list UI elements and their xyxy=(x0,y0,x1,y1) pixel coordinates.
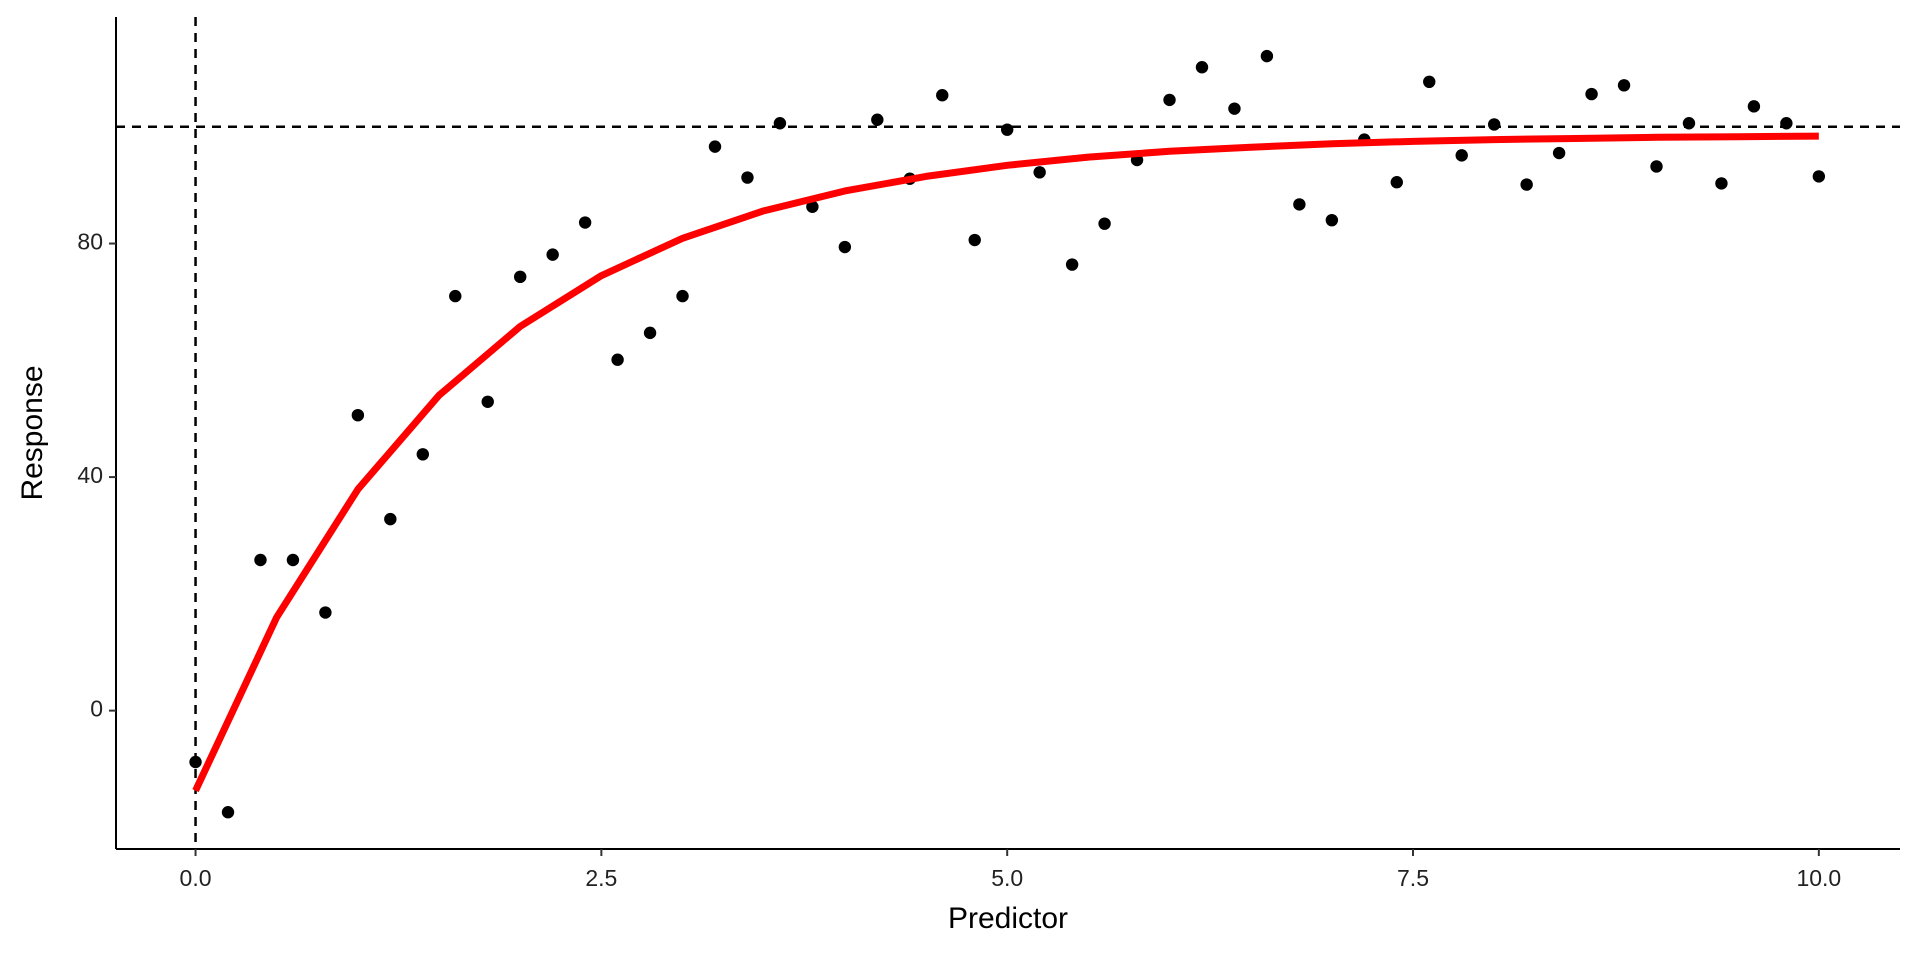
point xyxy=(1000,123,1014,136)
point xyxy=(254,553,267,567)
point xyxy=(1682,117,1696,130)
point xyxy=(806,200,819,213)
point xyxy=(1585,87,1598,101)
x-tick-label: 2.5 xyxy=(585,865,617,891)
point xyxy=(1423,75,1436,89)
point xyxy=(514,270,527,284)
point xyxy=(1715,177,1728,190)
point xyxy=(1552,146,1566,160)
point xyxy=(1650,160,1663,173)
x-tick-label: 10.0 xyxy=(1796,865,1841,891)
point xyxy=(1260,49,1274,63)
y-tick-label: 80 xyxy=(77,229,103,255)
x-tick-label: 7.5 xyxy=(1397,865,1429,891)
point xyxy=(416,448,430,461)
y-tick-label: 0 xyxy=(90,696,103,722)
point xyxy=(773,117,787,130)
x-axis-title: Predictor xyxy=(948,902,1068,935)
fit-line xyxy=(192,132,1819,793)
point xyxy=(936,89,949,102)
point xyxy=(1065,258,1079,271)
point xyxy=(708,140,722,153)
point xyxy=(1780,117,1793,130)
point xyxy=(384,512,397,526)
point xyxy=(1195,61,1209,74)
point xyxy=(1812,170,1826,183)
y-tick-label: 40 xyxy=(77,462,103,488)
x-tick-label: 5.0 xyxy=(991,865,1023,891)
point xyxy=(319,606,332,619)
point xyxy=(968,233,981,247)
point xyxy=(741,171,754,184)
point xyxy=(1617,79,1631,92)
point xyxy=(189,755,202,769)
point xyxy=(1163,93,1176,107)
point xyxy=(1033,166,1046,179)
point xyxy=(481,395,494,408)
y-axis-title: Response xyxy=(16,365,49,500)
point xyxy=(871,113,884,126)
point xyxy=(449,289,462,303)
point xyxy=(838,240,852,254)
x-tick-label: 0.0 xyxy=(180,865,212,891)
point xyxy=(676,289,689,303)
point xyxy=(1228,102,1241,115)
point xyxy=(1487,118,1501,131)
point xyxy=(286,553,300,567)
point xyxy=(1293,198,1306,211)
point xyxy=(1098,217,1111,230)
point xyxy=(1455,149,1468,162)
point xyxy=(351,408,365,422)
point xyxy=(546,248,559,261)
point xyxy=(611,353,624,366)
point xyxy=(578,216,592,229)
point xyxy=(643,326,657,340)
point xyxy=(1520,178,1533,191)
point xyxy=(221,806,235,819)
point xyxy=(1747,100,1761,113)
point xyxy=(1325,213,1339,227)
point xyxy=(1390,176,1403,189)
